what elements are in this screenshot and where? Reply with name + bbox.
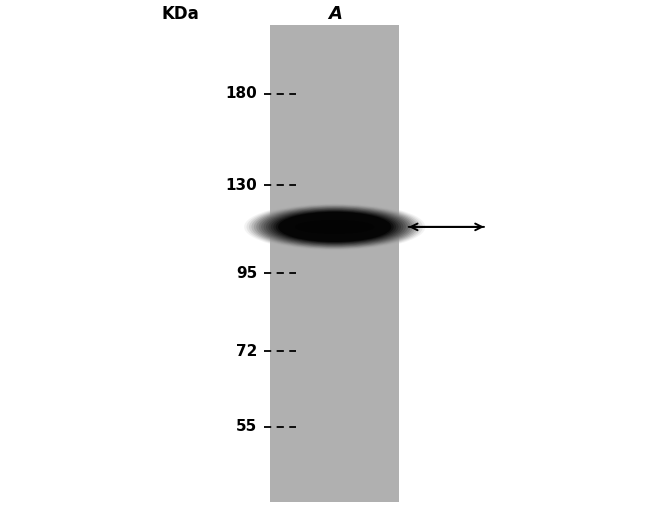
Text: 130: 130 (226, 177, 257, 193)
Bar (270, 25, 400, 503)
Text: 55: 55 (236, 419, 257, 434)
Ellipse shape (263, 208, 406, 246)
Ellipse shape (278, 212, 391, 242)
Ellipse shape (295, 220, 374, 234)
Ellipse shape (276, 211, 394, 243)
Ellipse shape (261, 207, 408, 246)
Ellipse shape (271, 210, 398, 244)
Ellipse shape (273, 210, 396, 243)
Text: 95: 95 (236, 266, 257, 281)
Ellipse shape (268, 209, 401, 244)
Ellipse shape (266, 209, 404, 245)
Ellipse shape (256, 206, 413, 248)
Text: 72: 72 (236, 343, 257, 359)
Ellipse shape (249, 204, 421, 250)
Ellipse shape (254, 205, 415, 248)
Text: A: A (328, 5, 342, 23)
Ellipse shape (246, 204, 423, 251)
Ellipse shape (244, 203, 425, 251)
Text: 180: 180 (226, 86, 257, 101)
Ellipse shape (252, 205, 418, 249)
Text: KDa: KDa (161, 5, 199, 23)
Ellipse shape (259, 207, 411, 247)
